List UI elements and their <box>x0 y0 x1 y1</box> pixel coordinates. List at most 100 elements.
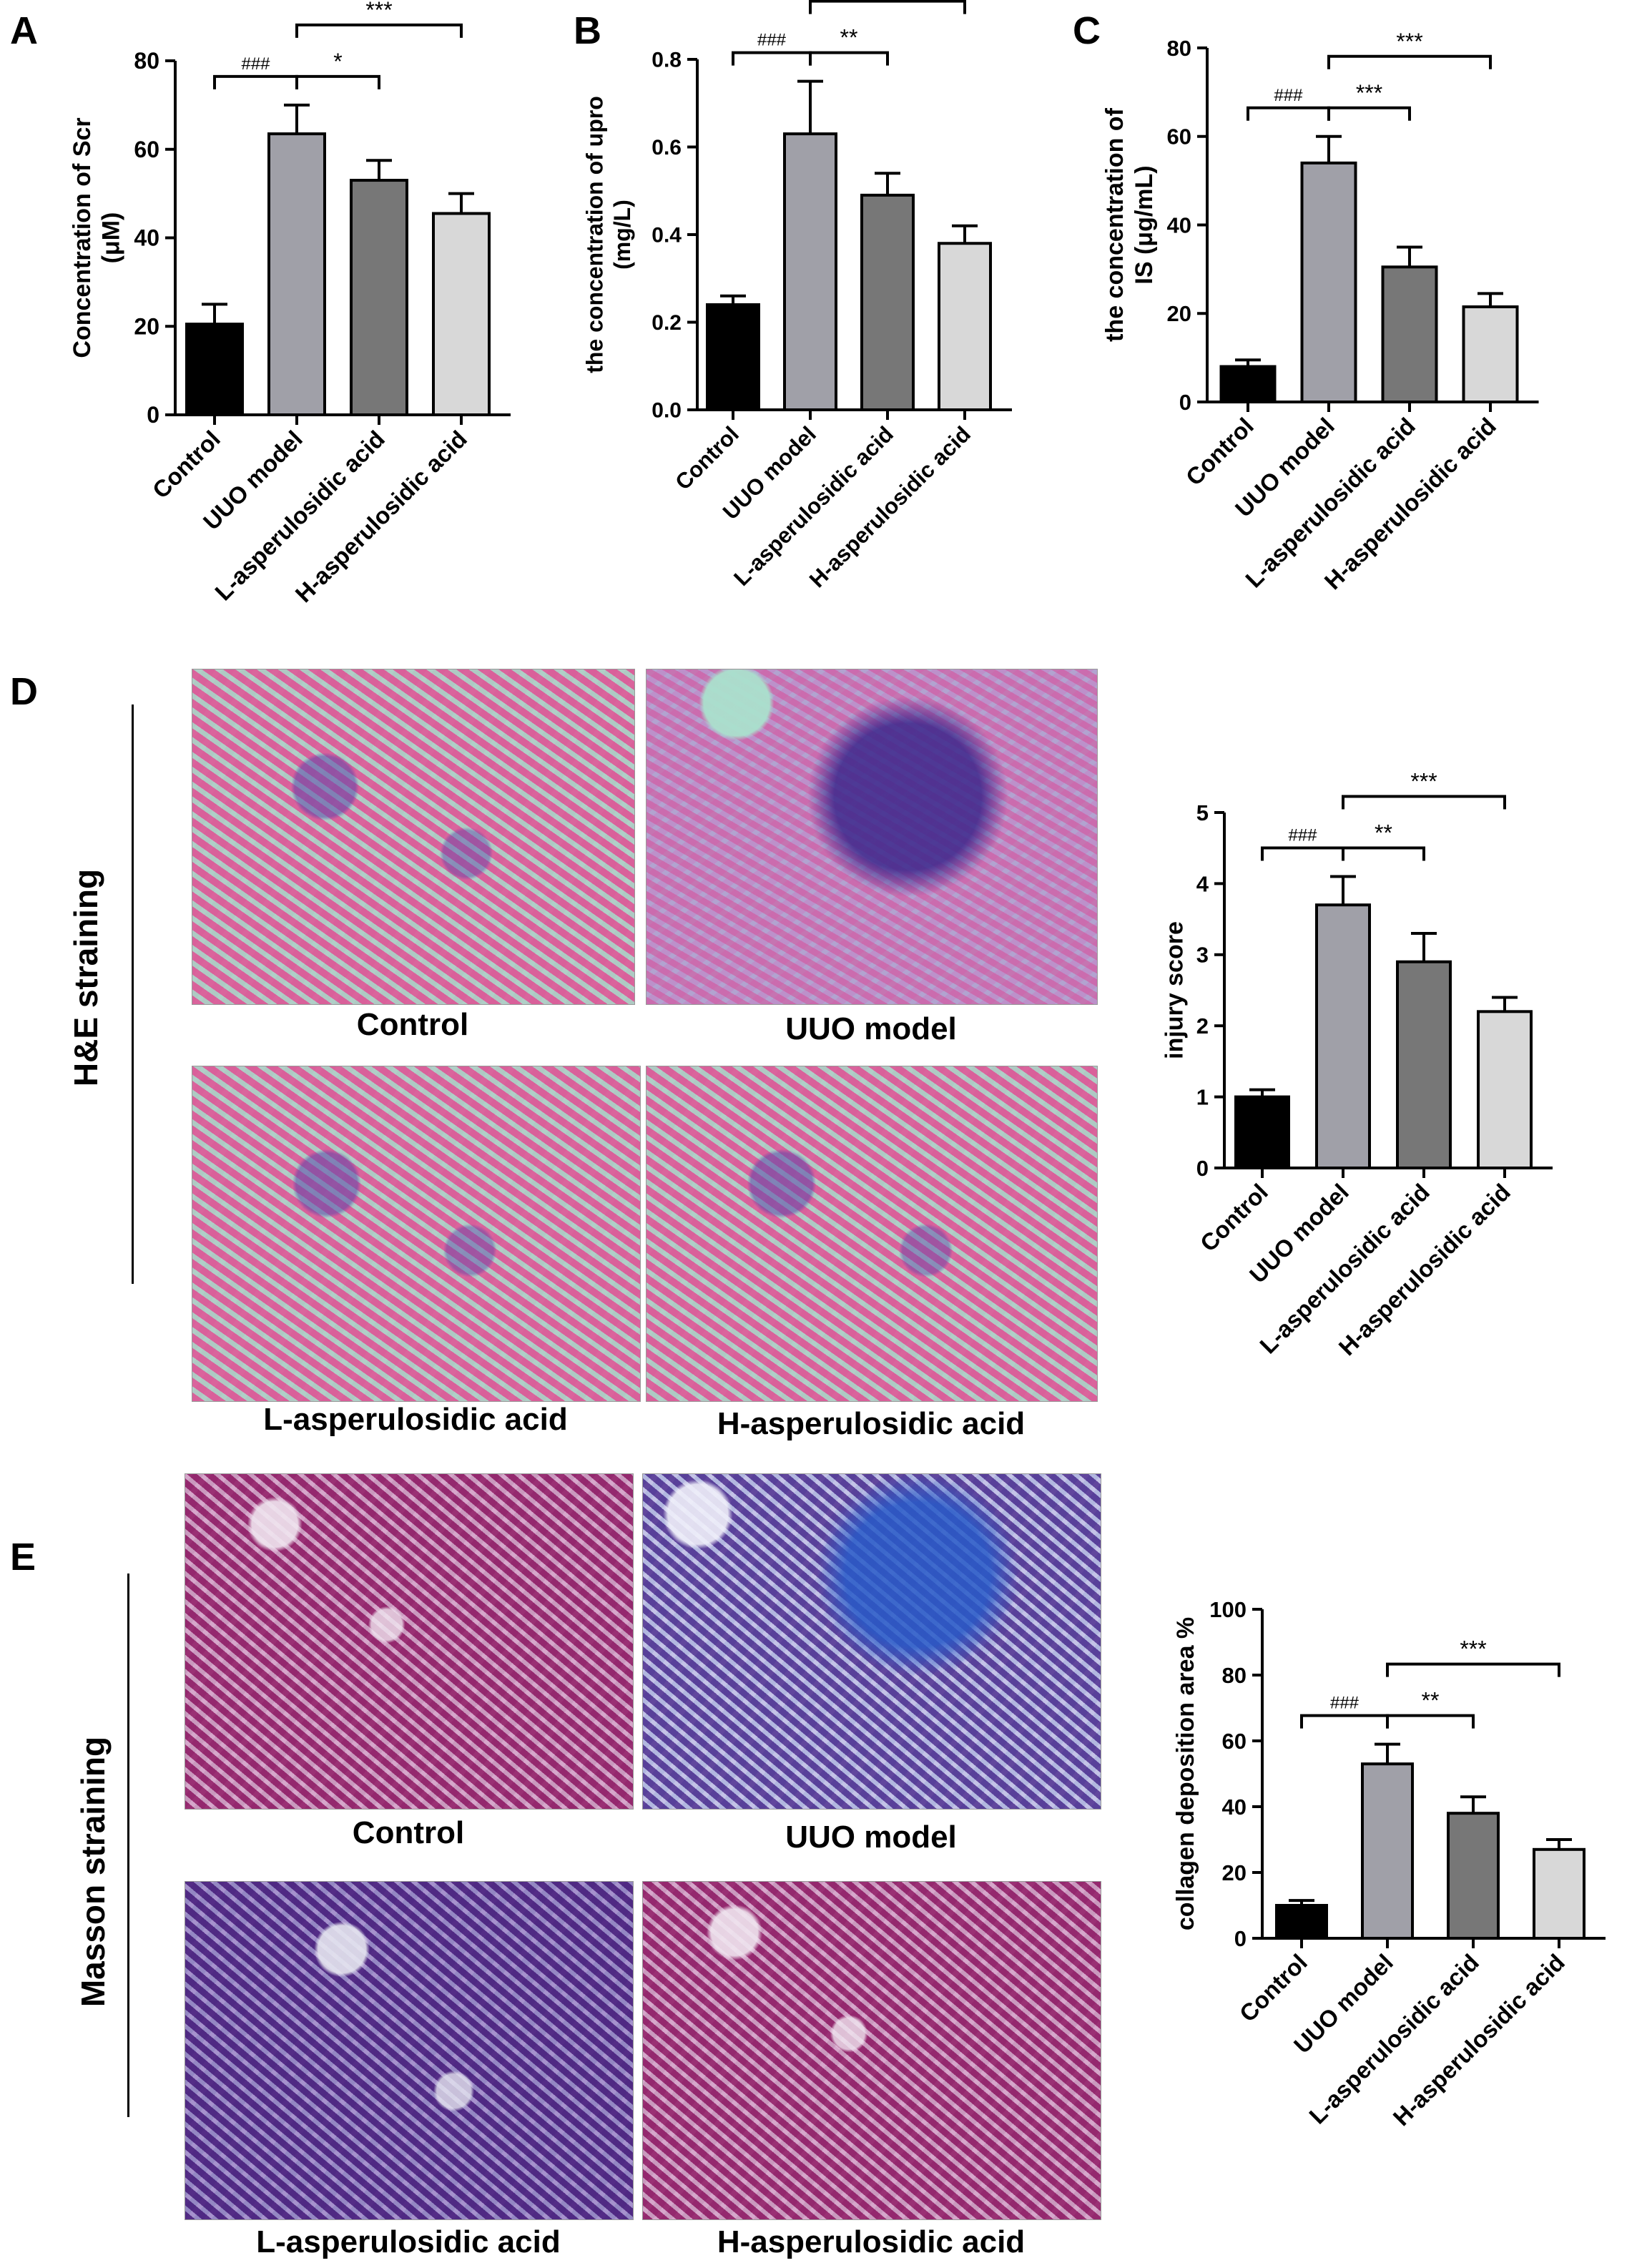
significance-bracket <box>213 74 298 89</box>
bar-3 <box>1477 1010 1533 1169</box>
y-tick-label: 80 <box>134 48 159 74</box>
chart-b-upro: 0.0 0.2 0.4 0.6 0.8 the concentration of upro… <box>582 0 1012 592</box>
caption-he-uuo: UUO model <box>785 1011 957 1046</box>
micrograph-masson-l-asperulosidic <box>185 1881 634 2220</box>
y-tick-label: 0 <box>1234 1926 1247 1951</box>
x-category-label: Control <box>1181 413 1259 491</box>
bar-3 <box>1533 1847 1585 1940</box>
y-tick-label: 60 <box>1222 1729 1247 1754</box>
y-tick-label: 80 <box>1167 36 1191 61</box>
panel-letter-b: B <box>574 9 601 52</box>
micrograph-masson-uuo <box>642 1473 1101 1810</box>
significance-label: ** <box>1375 820 1392 845</box>
section-divider-he <box>132 705 134 1284</box>
significance-label: * <box>333 49 342 74</box>
significance-bracket <box>295 23 463 38</box>
y-axis-label: the concentration of upro <box>582 96 608 373</box>
bar-0 <box>706 303 760 411</box>
section-label-masson: Masson straining <box>74 1736 112 2008</box>
y-tick-label: 100 <box>1209 1597 1247 1622</box>
y-tick-label: 3 <box>1196 943 1209 968</box>
chart-e-collagen: 0 20 40 60 80 100 collagen deposition area % Co… <box>1172 1597 1606 2131</box>
bar-3 <box>938 242 992 411</box>
significance-label: ** <box>840 25 858 51</box>
y-tick-label: 0.6 <box>652 136 682 159</box>
caption-he-l: L-asperulosidic acid <box>263 1402 568 1437</box>
bar-0 <box>185 323 244 416</box>
bar-1 <box>1315 903 1371 1169</box>
y-tick-label: 0.2 <box>652 311 682 335</box>
bar-2 <box>1396 960 1452 1169</box>
section-divider-masson <box>127 1574 129 2117</box>
y-axis-label: injury score <box>1161 921 1188 1059</box>
micrograph-he-uuo <box>646 669 1098 1005</box>
bar-1 <box>783 132 837 411</box>
caption-he-control: Control <box>356 1007 469 1042</box>
micrograph-masson-h-asperulosidic <box>642 1881 1101 2220</box>
bar-2 <box>350 179 408 416</box>
bar-2 <box>1381 265 1438 403</box>
micrograph-he-l-asperulosidic <box>192 1066 641 1402</box>
significance-bracket <box>809 51 889 66</box>
significance-bracket <box>295 74 380 89</box>
panel-letter-c: C <box>1073 9 1101 52</box>
y-axis-label: Concentration of Scr <box>69 117 96 358</box>
y-tick-label: 40 <box>1222 1795 1247 1820</box>
significance-label: *** <box>365 0 392 23</box>
y-axis-label: IS (μg/mL) <box>1131 165 1158 284</box>
significance-label: ### <box>757 31 787 50</box>
y-tick-label: 40 <box>1167 212 1191 237</box>
bar-3 <box>1462 305 1519 403</box>
y-tick-label: 0.4 <box>652 224 682 247</box>
panel-letter-e: E <box>10 1536 36 1579</box>
bar-1 <box>1300 161 1357 403</box>
y-tick-label: 20 <box>1167 301 1191 326</box>
caption-masson-l: L-asperulosidic acid <box>256 2224 561 2259</box>
x-category-label: Control <box>1195 1179 1273 1257</box>
y-tick-label: 5 <box>1196 800 1209 825</box>
significance-bracket <box>1300 1714 1389 1729</box>
micrograph-he-control <box>192 669 635 1005</box>
bar-0 <box>1219 365 1277 403</box>
significance-bracket <box>1386 1662 1560 1677</box>
bar-0 <box>1234 1095 1290 1170</box>
significance-label: ### <box>241 54 270 74</box>
caption-masson-uuo: UUO model <box>785 1820 957 1855</box>
x-category-label: Control <box>147 426 225 504</box>
significance-bracket <box>809 0 966 14</box>
significance-label: ### <box>1288 825 1317 845</box>
y-axis-label: collagen deposition area % <box>1172 1617 1199 1930</box>
x-category-label: L-asperulosidic acid <box>1304 1949 1484 2129</box>
y-axis-label: (mg/L) <box>609 200 635 270</box>
caption-masson-h: H-asperulosidic acid <box>717 2224 1026 2259</box>
significance-label: ### <box>1274 86 1303 105</box>
significance-label: *** <box>1460 1636 1486 1662</box>
y-tick-label: 60 <box>134 137 159 162</box>
y-tick-label: 1 <box>1196 1084 1209 1109</box>
y-tick-label: 0.8 <box>652 49 682 72</box>
y-tick-label: 4 <box>1196 871 1209 896</box>
chart-a-scr: 0 20 40 60 80 Concentration of Scr (μM) Control… <box>69 0 511 607</box>
section-label-he: H&E straining <box>67 868 104 1087</box>
micrograph-he-h-asperulosidic <box>646 1066 1098 1402</box>
y-tick-label: 0 <box>1179 390 1191 415</box>
y-tick-label: 20 <box>1222 1860 1247 1885</box>
y-tick-label: 80 <box>1222 1663 1247 1688</box>
bar-1 <box>267 132 326 416</box>
panel-letter-a: A <box>10 9 38 52</box>
x-category-label: Control <box>670 421 744 495</box>
significance-bracket <box>1386 1714 1475 1729</box>
bar-2 <box>1447 1812 1500 1940</box>
significance-bracket <box>1342 846 1425 861</box>
significance-bracket <box>1327 106 1411 121</box>
significance-label: ** <box>1422 1688 1440 1714</box>
y-tick-label: 20 <box>134 313 159 339</box>
significance-label: *** <box>1356 80 1382 106</box>
significance-bracket <box>1247 106 1330 121</box>
x-category-label: H-asperulosidic acid <box>1388 1949 1570 2131</box>
y-tick-label: 0 <box>1196 1156 1209 1181</box>
significance-label: *** <box>1410 768 1437 794</box>
y-tick-label: 2 <box>1196 1013 1209 1039</box>
significance-bracket <box>732 51 812 66</box>
y-tick-label: 0.0 <box>652 399 682 423</box>
